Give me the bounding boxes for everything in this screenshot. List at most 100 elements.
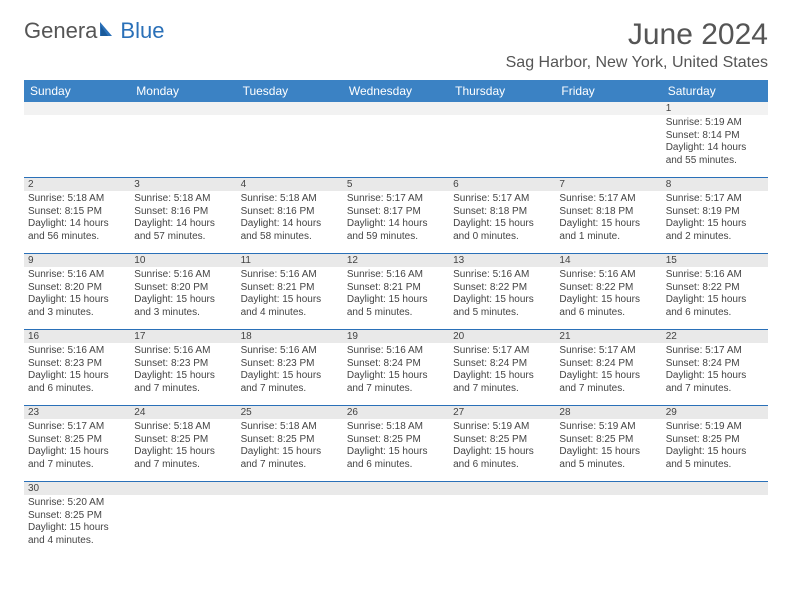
daylight-line: Daylight: 15 hours and 7 minutes. — [134, 370, 232, 395]
daylight-line: Daylight: 15 hours and 7 minutes. — [347, 370, 445, 395]
day-number — [130, 482, 236, 496]
calendar-cell — [24, 115, 130, 178]
sunset-line: Sunset: 8:22 PM — [453, 282, 551, 295]
calendar-cell: Sunrise: 5:16 AMSunset: 8:21 PMDaylight:… — [343, 267, 449, 330]
calendar-cell — [343, 115, 449, 178]
day-number: 22 — [662, 330, 768, 344]
calendar-cell — [130, 495, 236, 557]
calendar-cell: Sunrise: 5:17 AMSunset: 8:24 PMDaylight:… — [662, 343, 768, 406]
calendar-cell: Sunrise: 5:16 AMSunset: 8:23 PMDaylight:… — [130, 343, 236, 406]
sunset-line: Sunset: 8:24 PM — [347, 358, 445, 371]
calendar-cell — [130, 115, 236, 178]
calendar-cell: Sunrise: 5:16 AMSunset: 8:20 PMDaylight:… — [130, 267, 236, 330]
calendar-cell: Sunrise: 5:16 AMSunset: 8:23 PMDaylight:… — [24, 343, 130, 406]
sunrise-line: Sunrise: 5:17 AM — [453, 193, 551, 206]
daylight-line: Daylight: 15 hours and 6 minutes. — [666, 294, 764, 319]
daylight-line: Daylight: 15 hours and 7 minutes. — [241, 370, 339, 395]
daylight-line: Daylight: 15 hours and 7 minutes. — [28, 446, 126, 471]
day-header: Sunday — [24, 80, 130, 102]
day-number — [662, 482, 768, 496]
sunrise-line: Sunrise: 5:19 AM — [666, 117, 764, 130]
day-header: Wednesday — [343, 80, 449, 102]
daylight-line: Daylight: 14 hours and 56 minutes. — [28, 218, 126, 243]
calendar-cell: Sunrise: 5:19 AMSunset: 8:25 PMDaylight:… — [662, 419, 768, 482]
daylight-line: Daylight: 15 hours and 6 minutes. — [559, 294, 657, 319]
calendar-cell: Sunrise: 5:16 AMSunset: 8:23 PMDaylight:… — [237, 343, 343, 406]
sunset-line: Sunset: 8:22 PM — [559, 282, 657, 295]
daylight-line: Daylight: 15 hours and 7 minutes. — [559, 370, 657, 395]
sunrise-line: Sunrise: 5:16 AM — [28, 345, 126, 358]
sunset-line: Sunset: 8:25 PM — [347, 434, 445, 447]
day-number: 23 — [24, 406, 130, 420]
daylight-line: Daylight: 15 hours and 6 minutes. — [453, 446, 551, 471]
sunrise-line: Sunrise: 5:18 AM — [134, 193, 232, 206]
day-number — [449, 102, 555, 115]
daylight-line: Daylight: 15 hours and 5 minutes. — [453, 294, 551, 319]
calendar-cell — [555, 495, 661, 557]
sunset-line: Sunset: 8:21 PM — [347, 282, 445, 295]
sunrise-line: Sunrise: 5:18 AM — [347, 421, 445, 434]
day-header: Thursday — [449, 80, 555, 102]
day-number: 6 — [449, 178, 555, 192]
sunset-line: Sunset: 8:24 PM — [666, 358, 764, 371]
day-number: 12 — [343, 254, 449, 268]
day-number: 11 — [237, 254, 343, 268]
sunrise-line: Sunrise: 5:19 AM — [453, 421, 551, 434]
calendar-cell: Sunrise: 5:16 AMSunset: 8:20 PMDaylight:… — [24, 267, 130, 330]
calendar-cell — [449, 115, 555, 178]
sunset-line: Sunset: 8:25 PM — [241, 434, 339, 447]
calendar-cell: Sunrise: 5:18 AMSunset: 8:25 PMDaylight:… — [130, 419, 236, 482]
day-number: 30 — [24, 482, 130, 496]
day-number — [130, 102, 236, 115]
sunrise-line: Sunrise: 5:16 AM — [453, 269, 551, 282]
day-number — [555, 482, 661, 496]
calendar-cell: Sunrise: 5:19 AMSunset: 8:25 PMDaylight:… — [555, 419, 661, 482]
calendar-cell — [449, 495, 555, 557]
daylight-line: Daylight: 15 hours and 7 minutes. — [453, 370, 551, 395]
sunset-line: Sunset: 8:22 PM — [666, 282, 764, 295]
sunset-line: Sunset: 8:15 PM — [28, 206, 126, 219]
day-number: 8 — [662, 178, 768, 192]
sunrise-line: Sunrise: 5:16 AM — [559, 269, 657, 282]
calendar-cell — [237, 115, 343, 178]
sunset-line: Sunset: 8:18 PM — [559, 206, 657, 219]
calendar-cell: Sunrise: 5:17 AMSunset: 8:17 PMDaylight:… — [343, 191, 449, 254]
daylight-line: Daylight: 14 hours and 55 minutes. — [666, 142, 764, 167]
calendar-cell: Sunrise: 5:16 AMSunset: 8:21 PMDaylight:… — [237, 267, 343, 330]
title-block: June 2024 Sag Harbor, New York, United S… — [506, 18, 768, 72]
sunrise-line: Sunrise: 5:16 AM — [134, 345, 232, 358]
sunrise-line: Sunrise: 5:16 AM — [241, 269, 339, 282]
day-number: 25 — [237, 406, 343, 420]
calendar-cell: Sunrise: 5:17 AMSunset: 8:18 PMDaylight:… — [555, 191, 661, 254]
sunset-line: Sunset: 8:16 PM — [241, 206, 339, 219]
sunset-line: Sunset: 8:23 PM — [134, 358, 232, 371]
day-number — [343, 482, 449, 496]
day-number — [237, 482, 343, 496]
daylight-line: Daylight: 15 hours and 7 minutes. — [241, 446, 339, 471]
sunset-line: Sunset: 8:25 PM — [28, 434, 126, 447]
calendar-cell: Sunrise: 5:17 AMSunset: 8:19 PMDaylight:… — [662, 191, 768, 254]
daylight-line: Daylight: 15 hours and 4 minutes. — [28, 522, 126, 547]
sunrise-line: Sunrise: 5:17 AM — [453, 345, 551, 358]
calendar-cell: Sunrise: 5:17 AMSunset: 8:24 PMDaylight:… — [449, 343, 555, 406]
logo-text-2: Blue — [120, 18, 164, 44]
calendar-cell — [343, 495, 449, 557]
day-number: 16 — [24, 330, 130, 344]
day-number: 9 — [24, 254, 130, 268]
daylight-line: Daylight: 15 hours and 4 minutes. — [241, 294, 339, 319]
calendar-cell — [662, 495, 768, 557]
daylight-line: Daylight: 15 hours and 5 minutes. — [559, 446, 657, 471]
daylight-line: Daylight: 14 hours and 57 minutes. — [134, 218, 232, 243]
calendar-cell: Sunrise: 5:19 AMSunset: 8:14 PMDaylight:… — [662, 115, 768, 178]
day-number: 20 — [449, 330, 555, 344]
sunrise-line: Sunrise: 5:17 AM — [559, 345, 657, 358]
sunrise-line: Sunrise: 5:16 AM — [347, 345, 445, 358]
logo-text-1: Genera — [24, 18, 97, 44]
calendar-cell: Sunrise: 5:16 AMSunset: 8:22 PMDaylight:… — [662, 267, 768, 330]
day-number — [24, 102, 130, 115]
day-header: Saturday — [662, 80, 768, 102]
sunrise-line: Sunrise: 5:17 AM — [666, 345, 764, 358]
daylight-line: Daylight: 15 hours and 6 minutes. — [28, 370, 126, 395]
daylight-line: Daylight: 15 hours and 1 minute. — [559, 218, 657, 243]
day-number — [555, 102, 661, 115]
